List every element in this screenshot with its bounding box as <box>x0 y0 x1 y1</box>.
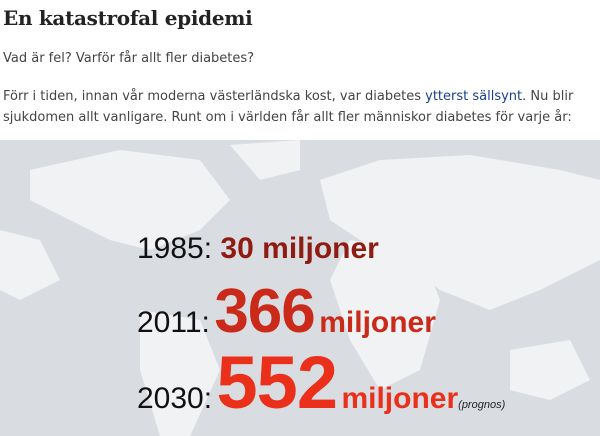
world-map-infographic <box>0 140 600 436</box>
stat-row-2011: 2011: 366 miljoner <box>137 277 436 346</box>
page-title: En katastrofal epidemi <box>3 6 253 30</box>
link-ytterst-sallsynt[interactable]: ytterst sällsynt <box>425 89 523 104</box>
stat-row-1985: 1985: 30 miljoner <box>137 232 379 265</box>
world-map-background <box>0 140 600 436</box>
body-paragraph: Förr i tiden, innan vår moderna västerlä… <box>3 89 574 125</box>
intro-text: Vad är fel? Varför får allt fler diabete… <box>3 51 255 66</box>
stat-row-2030: 2030: 552 miljoner(prognos) <box>137 341 506 424</box>
